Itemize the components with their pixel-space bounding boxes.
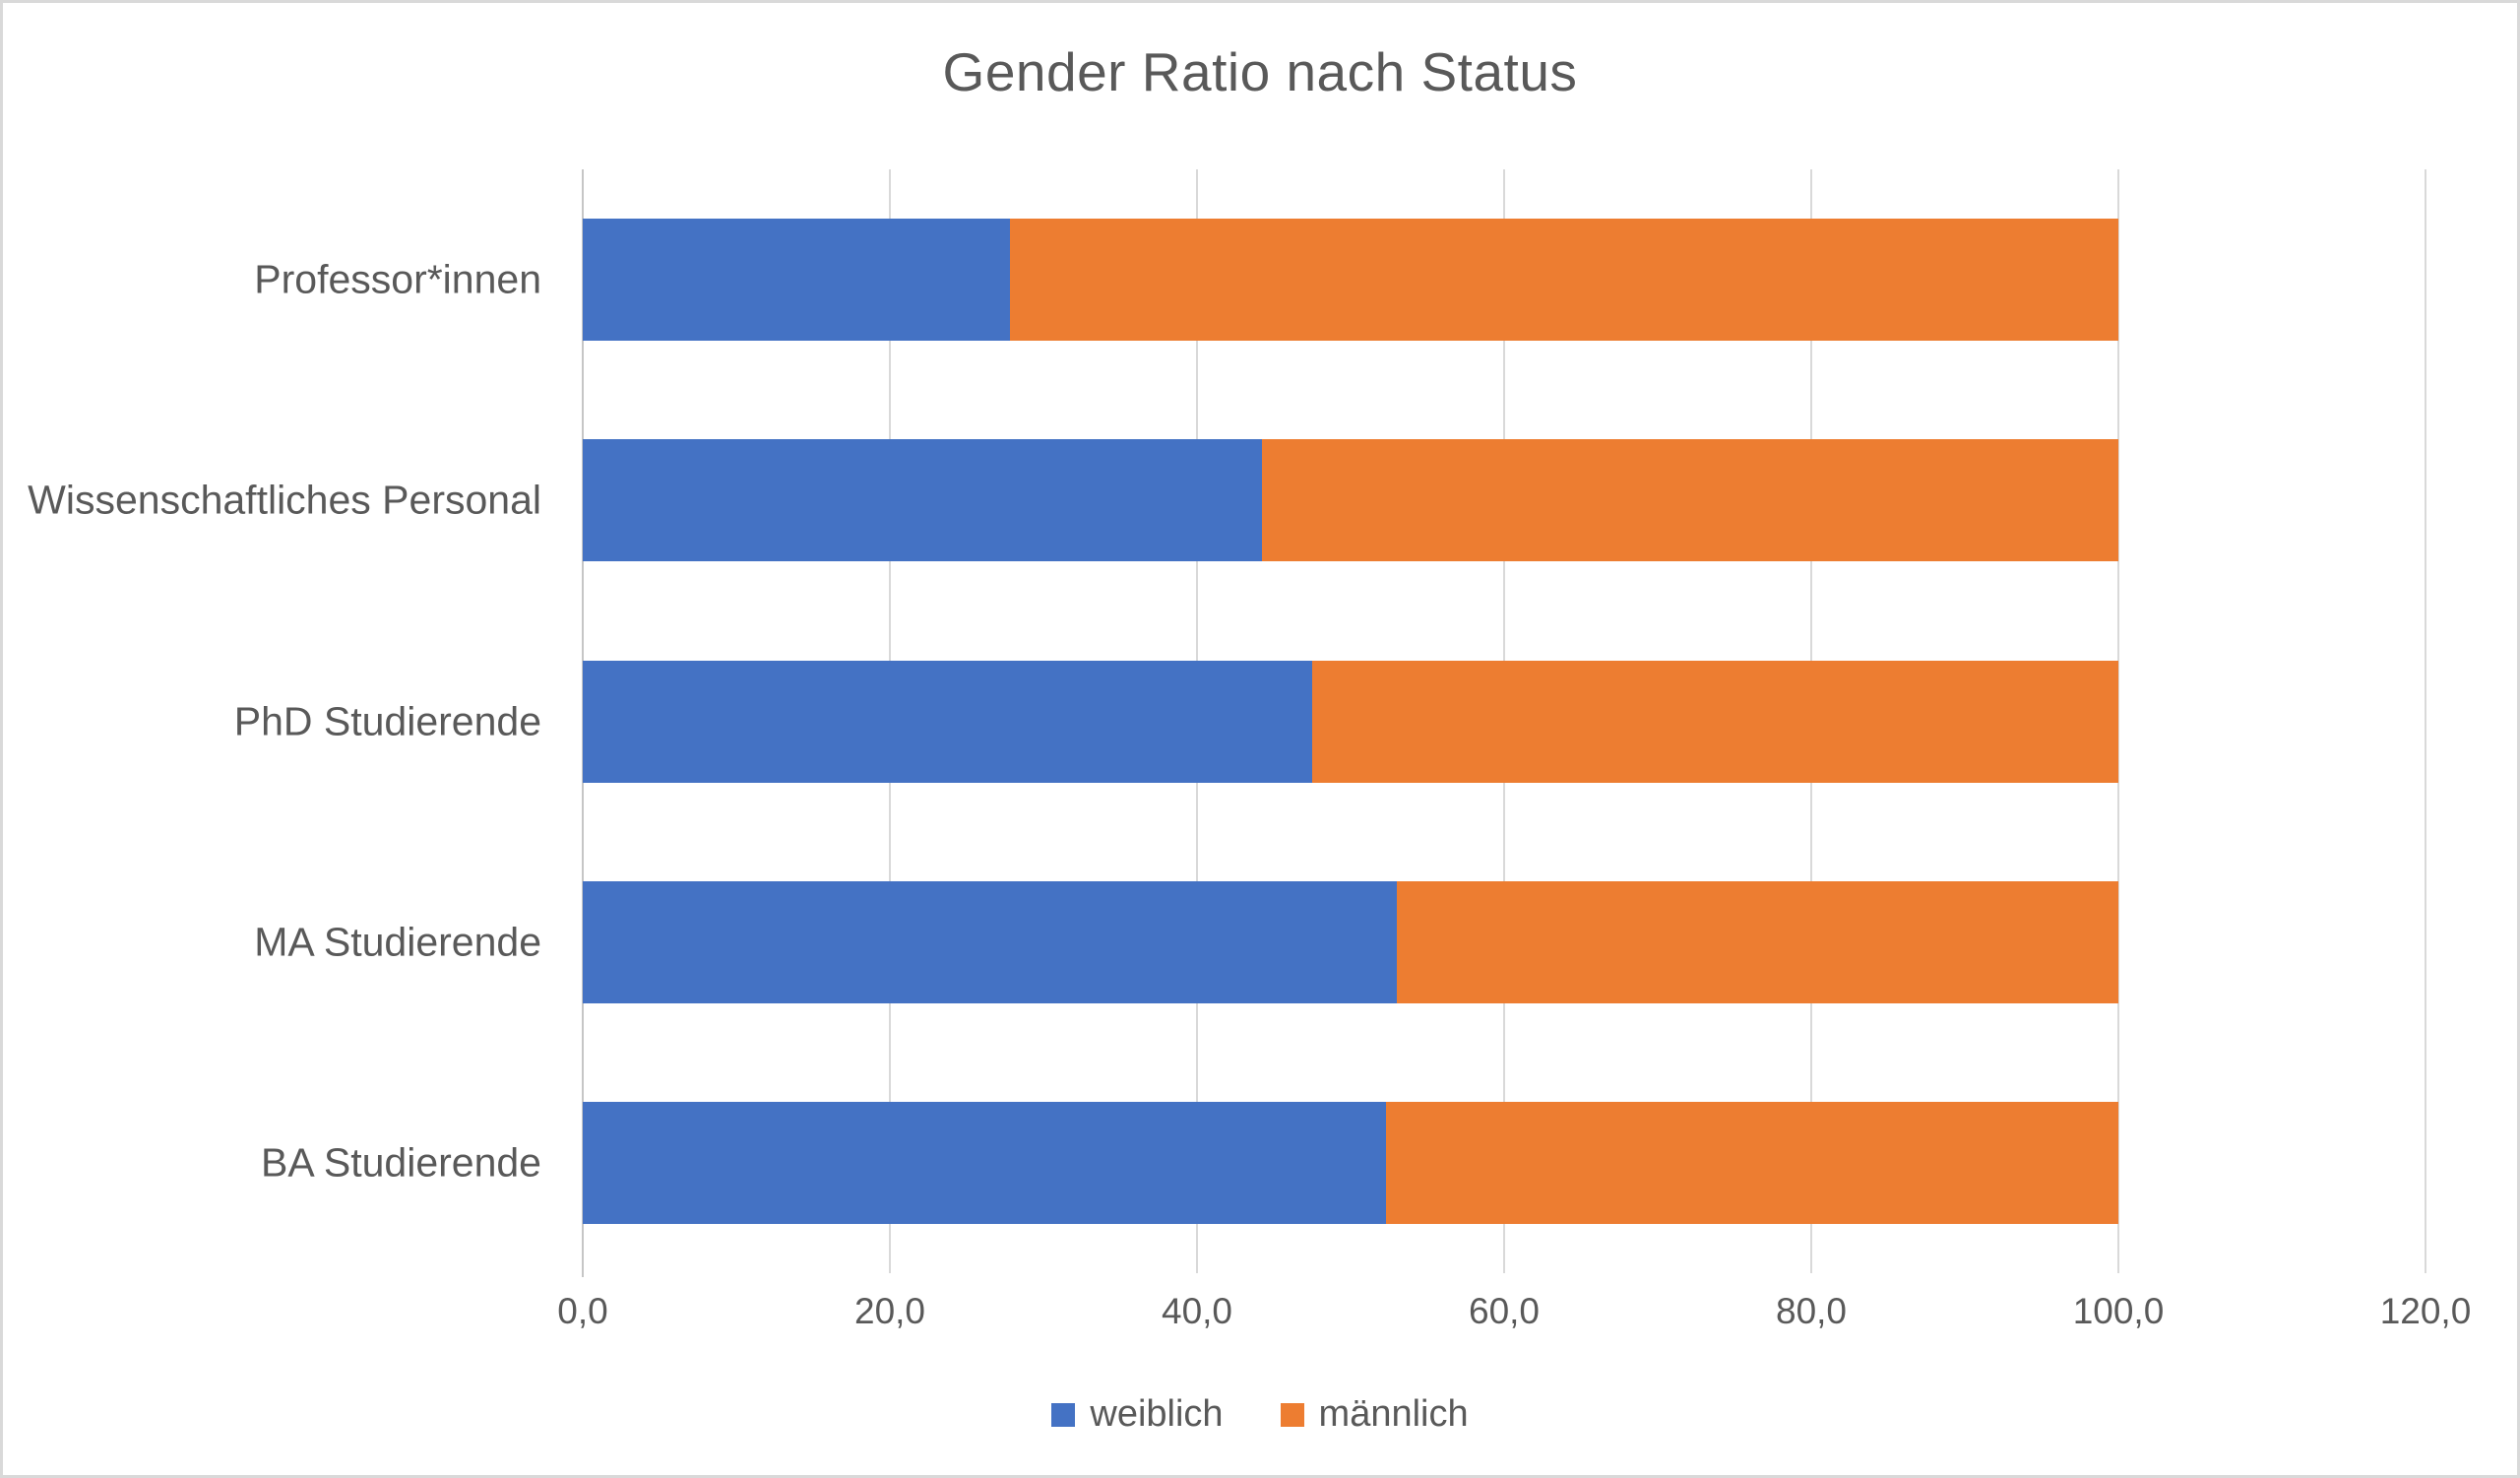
bar-segment-weiblich — [583, 880, 1397, 1003]
x-tick-label: 40,0 — [1161, 1291, 1233, 1331]
category-axis-labels: Professor*innen Wissenschaftliches Person… — [3, 169, 541, 1273]
x-tick-label: 20,0 — [853, 1291, 926, 1331]
legend: weiblich männlich — [3, 1393, 2517, 1436]
value-axis-labels: 0,0 20,0 40,0 60,0 80,0 100,0 120,0 — [557, 1291, 2471, 1340]
bar-segment-maennlich — [1396, 880, 2118, 1003]
category-label: Professor*innen — [254, 256, 541, 302]
x-tick-label: 80,0 — [1775, 1291, 1848, 1331]
x-tick-label: 60,0 — [1468, 1291, 1541, 1331]
x-tick-label: 100,0 — [2072, 1291, 2165, 1331]
bar-segment-maennlich — [1312, 660, 2118, 783]
category-label: MA Studierende — [254, 919, 541, 965]
plot-area — [582, 169, 2426, 1277]
legend-swatch-maennlich — [1280, 1402, 1304, 1427]
gridline — [2117, 169, 2119, 1273]
x-tick-label: 0,0 — [557, 1291, 608, 1331]
legend-swatch-weiblich — [1051, 1402, 1076, 1427]
gridline — [2425, 169, 2426, 1273]
bar-segment-maennlich — [1385, 1101, 2118, 1224]
bar-row — [583, 660, 2426, 783]
bar-segment-weiblich — [583, 660, 1312, 783]
category-label: PhD Studierende — [233, 698, 541, 743]
legend-item: weiblich — [1051, 1393, 1224, 1436]
bar-segment-weiblich — [583, 1101, 1386, 1224]
chart-title: Gender Ratio nach Status — [942, 41, 1578, 102]
bar-row — [583, 439, 2426, 562]
category-label: Wissenschaftliches Personal — [28, 477, 541, 523]
bar-segment-maennlich — [1261, 439, 2118, 562]
category-label: BA Studierende — [261, 1139, 541, 1186]
bar-segment-weiblich — [583, 219, 1010, 342]
legend-label: weiblich — [1090, 1393, 1224, 1435]
legend-item: männlich — [1280, 1393, 1469, 1436]
bar-segment-weiblich — [583, 439, 1262, 562]
bar-row — [583, 880, 2426, 1003]
x-tick-label: 120,0 — [2379, 1291, 2472, 1331]
bar-segment-maennlich — [1009, 219, 2118, 342]
legend-label: männlich — [1318, 1393, 1469, 1435]
bar-row — [583, 1101, 2426, 1224]
bar-row — [583, 219, 2426, 342]
